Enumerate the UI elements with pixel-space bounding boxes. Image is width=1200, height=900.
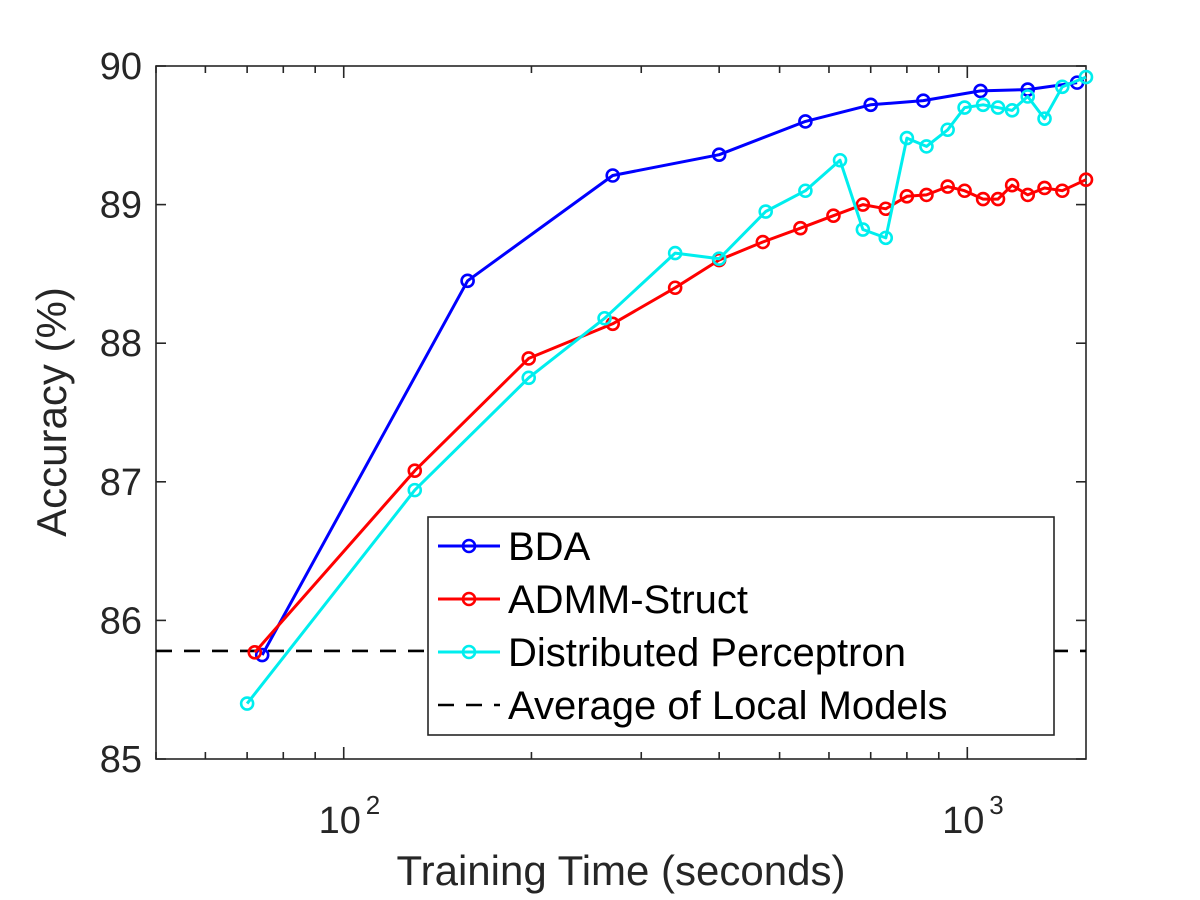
series-2: [239, 69, 1094, 711]
y-tick-label: 85: [100, 739, 142, 781]
data-point: [798, 114, 813, 129]
data-point: [711, 251, 727, 266]
data-point: [832, 152, 848, 168]
data-point: [247, 644, 263, 660]
data-point: [239, 696, 255, 711]
y-tick-label: 86: [100, 600, 142, 642]
axis-ticks: [155, 65, 1086, 760]
data-point: [407, 463, 423, 479]
legend-item: ADMM-Struct: [438, 578, 748, 622]
series-line: [253, 178, 1087, 654]
data-point: [899, 188, 915, 204]
data-point: [919, 187, 934, 203]
data-point: [855, 197, 871, 212]
x-tick-label-base: 10: [319, 800, 361, 842]
legend-item: Average of Local Models: [438, 684, 948, 728]
data-point: [1037, 180, 1052, 196]
data-point: [521, 370, 537, 386]
legend-label: Average of Local Models: [508, 684, 948, 728]
data-point: [1020, 89, 1036, 104]
data-point: [460, 273, 475, 289]
series-line: [260, 81, 1078, 656]
y-axis-title: Accuracy (%): [28, 287, 75, 537]
data-point: [798, 183, 813, 199]
data-point: [940, 122, 955, 138]
legend-item: Distributed Perceptron: [438, 631, 906, 675]
x-tick-label-base: 10: [942, 800, 984, 842]
series-layer: [239, 69, 1094, 711]
y-tick-label: 89: [100, 185, 142, 227]
legend-label: ADMM-Struct: [508, 578, 748, 622]
x-axis-title: Training Time (seconds): [397, 847, 846, 894]
data-point: [667, 245, 683, 261]
data-point: [1037, 111, 1052, 126]
data-point: [973, 83, 988, 99]
data-point: [899, 130, 915, 146]
legend-label: BDA: [508, 525, 591, 569]
data-point: [1004, 103, 1020, 118]
data-point: [793, 220, 808, 236]
data-point: [957, 100, 972, 115]
data-point: [1004, 177, 1020, 193]
data-point: [990, 100, 1006, 115]
data-point: [521, 351, 537, 366]
data-point: [605, 168, 621, 183]
legend-box: [427, 516, 1055, 736]
data-point: [758, 204, 773, 219]
legend-item: BDA: [438, 525, 591, 569]
data-point: [975, 97, 991, 113]
y-tick-label: 90: [100, 46, 142, 88]
data-point: [755, 234, 771, 250]
data-point: [878, 230, 894, 246]
data-point: [1078, 172, 1094, 187]
data-point: [957, 183, 972, 199]
data-point: [597, 310, 612, 326]
legend-swatch-marker: [461, 538, 477, 554]
data-point: [855, 222, 871, 237]
data-point: [407, 482, 423, 498]
data-point: [254, 647, 270, 663]
data-point: [990, 191, 1006, 207]
legend: BDA ADMM-Struct Distributed Perceptron Aver…: [427, 516, 1055, 736]
data-point: [1054, 183, 1070, 199]
data-point: [940, 179, 955, 194]
data-point: [826, 208, 841, 223]
y-tick-label: 87: [100, 462, 142, 504]
data-point: [1054, 79, 1070, 95]
series-line: [245, 75, 1087, 705]
data-point: [915, 93, 931, 108]
data-point: [711, 147, 727, 163]
data-point: [667, 280, 683, 296]
data-point: [919, 139, 934, 154]
legend-swatch-marker: [461, 644, 477, 660]
legend-swatch-marker: [461, 591, 477, 607]
y-tick-label: 88: [100, 323, 142, 365]
data-point: [1020, 187, 1036, 203]
data-point: [863, 97, 879, 113]
data-point: [975, 191, 991, 207]
data-point: [1078, 69, 1094, 85]
legend-label: Distributed Perceptron: [508, 631, 906, 675]
x-tick-label-exponent: 3: [989, 790, 1003, 820]
x-tick-label-exponent: 2: [366, 790, 380, 820]
